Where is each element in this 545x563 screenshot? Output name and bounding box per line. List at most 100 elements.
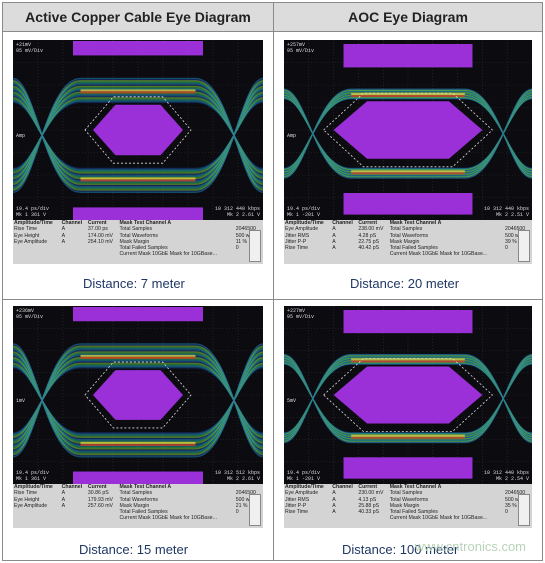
mask-stat-value: 35 %	[504, 502, 517, 509]
watermark: www.cntronics.com	[414, 539, 526, 554]
eye-scope-copper-15m: +236mV 95 mV/Div 1mV 19.4 ps/div Mk 1 36…	[13, 306, 263, 484]
table-row: Rise Time A 40.33 pS Total Failed Samples 0	[284, 509, 532, 515]
header-divider	[3, 31, 542, 32]
column-divider	[273, 3, 274, 560]
mask-stat-name: Total Samples	[389, 226, 423, 233]
scope-marker1-label: Mk 1 361 V	[16, 476, 47, 482]
mask-stat-name: Total Failed Samples	[119, 245, 168, 252]
header-copper: Active Copper Cable Eye Diagram	[3, 3, 273, 31]
eye-scope-copper-7m: +21mV 95 mV/Div Amp 19.4 ps/div Mk 1 361…	[13, 40, 263, 220]
scope-marker1-label: Mk 1 -201 V	[287, 212, 321, 218]
eye-diagram-svg	[284, 306, 532, 484]
table-row: Total Failed Samples 0	[13, 245, 263, 251]
mask-stat-name: Total Failed Samples	[389, 509, 438, 516]
scope-top-label: +236mV	[16, 308, 35, 314]
mask-stat-name: Total Waveforms	[119, 232, 158, 239]
mask-stat-value: 2046500	[235, 490, 256, 497]
panel-current-header: Current	[358, 484, 378, 490]
mask-stat-name: Current Mask 10GbE Mask for 10GBase...	[119, 251, 217, 258]
scope-marker2-label: Mk 2 2.54 V	[495, 476, 529, 482]
panel-channel-header: Channel	[332, 484, 353, 490]
measurement-value: 179.93 mV	[87, 496, 113, 503]
measurement-channel: A	[61, 502, 66, 509]
measurement-channel: A	[332, 226, 336, 233]
scope-marker1-label: Mk 1 -201 V	[287, 476, 321, 482]
panel-current-header: Current	[87, 484, 107, 490]
measurement-value: 22.75 pS	[358, 238, 380, 245]
scope-timebase-label: 19.4 ps/div	[16, 206, 50, 212]
measurement-channel: A	[61, 238, 66, 245]
mask-stat-name: Current Mask 10GbE Mask for 10GBase...	[119, 515, 217, 522]
distance-caption: Distance: 7 meter	[83, 276, 185, 291]
measurement-value	[87, 251, 119, 257]
measurement-name: Rise Time	[14, 490, 38, 497]
measurement-name: Jitter RMS	[285, 232, 310, 239]
table-row: Rise Time A 40.42 pS Total Failed Samples 0	[284, 245, 532, 251]
header-aoc: AOC Eye Diagram	[274, 3, 542, 31]
measurement-name: Jitter P-P	[285, 502, 307, 509]
measurement-channel: A	[332, 502, 336, 509]
panel-mask-title: Mask Test Channel A	[119, 484, 172, 490]
table-row: Current Mask 10GbE Mask for 10GBase...	[13, 515, 263, 521]
table-row: Jitter P-P A 25.88 pS Mask Margin 35 %	[284, 503, 532, 509]
scope-scale-label: 95 mV/Div	[287, 48, 315, 54]
measurement-value: 25.88 pS	[358, 502, 380, 509]
mask-stat-name: Total Samples	[389, 490, 423, 497]
mask-stat-name: Total Waveforms	[389, 232, 429, 239]
mask-stat-name: Total Waveforms	[119, 496, 158, 503]
cell-copper-15m: +236mV 95 mV/Div 1mV 19.4 ps/div Mk 1 36…	[3, 300, 273, 560]
table-row: Current Mask 10GbE Mask for 10GBase...	[284, 251, 532, 257]
scope-top-label: +257mV	[287, 42, 306, 48]
table-row: Jitter P-P A 22.75 pS Mask Margin 39 %	[284, 239, 532, 245]
panel-current-header: Current	[358, 220, 378, 226]
mask-stat-name: Total Failed Samples	[119, 509, 168, 516]
panel-scrollbar[interactable]	[249, 230, 261, 262]
mask-stat-value: 39 %	[504, 238, 517, 245]
panel-mask-title: Mask Test Channel A	[389, 220, 442, 226]
scope-marker2-label: Mk 2 2.61 V	[226, 212, 260, 218]
mask-stat-name: Total Waveforms	[389, 496, 429, 503]
scope-marker-label: Amp	[287, 133, 297, 139]
mask-stat-name: Total Samples	[119, 226, 153, 233]
measurement-value: 257.60 mV	[87, 502, 113, 509]
mask-stat-name: Current Mask 10GbE Mask for 10GBase...	[389, 251, 488, 258]
distance-caption: Distance: 15 meter	[79, 542, 189, 557]
panel-scrollbar[interactable]	[518, 494, 530, 526]
measurement-panel: Amplitude/Time Channel Current Mask Test Ch…	[284, 484, 532, 528]
measurement-name: Eye Amplitude	[14, 502, 48, 509]
scope-scale-label: 95 mV/Div	[287, 314, 315, 320]
measurement-channel: A	[61, 232, 66, 239]
scope-marker2-label: Mk 2 2.51 V	[495, 212, 529, 218]
panel-scrollbar[interactable]	[249, 494, 261, 526]
table-row: Jitter RMS A 4.13 pS Total Waveforms 500 wfm…	[284, 497, 532, 503]
mask-region	[73, 307, 203, 484]
measurement-name: Jitter P-P	[285, 238, 307, 245]
scope-rate-label: 10 312 440 kbps	[483, 470, 529, 476]
measurement-channel	[331, 251, 357, 257]
measurement-name: Rise Time	[14, 226, 38, 233]
panel-scrollbar[interactable]	[518, 230, 530, 262]
measurement-value: 30.86 pS	[87, 490, 109, 497]
table-row: Eye Height A 174.00 mV Total Waveforms 500 w…	[13, 233, 263, 239]
measurement-channel: A	[332, 490, 336, 497]
measurement-value: 40.42 pS	[358, 245, 380, 252]
measurement-channel: A	[61, 490, 66, 497]
scope-marker-label: 5mV	[287, 398, 297, 404]
mask-stat-value: 11 %	[235, 238, 248, 245]
mask-stat-name: Mask Margin	[119, 238, 150, 245]
mask-region	[333, 44, 483, 215]
measurement-panel: Amplitude/Time Channel Current Mask Test Ch…	[13, 484, 263, 528]
measurement-channel: A	[332, 245, 336, 252]
measurement-name: Jitter RMS	[285, 496, 310, 503]
mask-stat-value: 0	[235, 509, 239, 516]
measurement-panel: Amplitude/Time Channel Current Mask Test Ch…	[13, 220, 263, 264]
table-row: Rise Time A 37.00 ps Total Samples 2046500	[13, 226, 263, 232]
table-row: Eye Amplitude A 254.10 mV Mask Margin 11 %	[13, 239, 263, 245]
scope-marker1-label: Mk 1 361 V	[16, 212, 47, 218]
scope-timebase-label: 19.4 ps/div	[287, 206, 321, 212]
measurement-channel: A	[61, 226, 66, 233]
table-row: Eye Amplitude A 238.00 mV Total Samples 2046…	[284, 226, 532, 232]
eye-scope-aoc-100m: +227mV 95 mV/Div 5mV 19.4 ps/div Mk 1 -2…	[284, 306, 532, 484]
measurement-value: 4.28 pS	[358, 232, 377, 239]
mask-stat-value: 2046500	[504, 226, 526, 233]
